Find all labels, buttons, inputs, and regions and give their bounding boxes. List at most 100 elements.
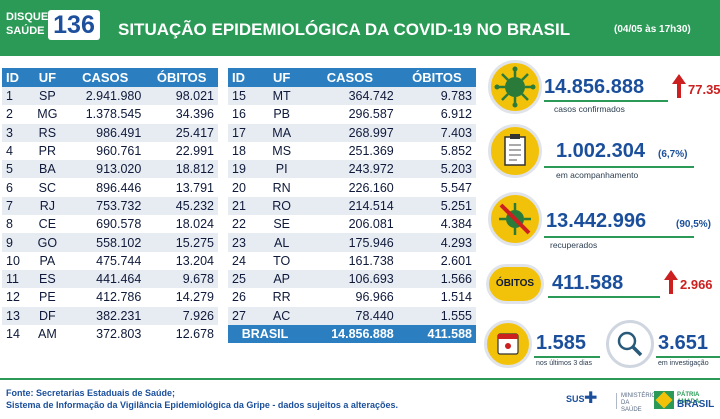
sus-logo: SUS — [566, 394, 585, 404]
row-uf: GO — [29, 233, 66, 252]
row-cases: 206.081 — [302, 215, 398, 234]
row-id: 8 — [2, 215, 30, 234]
footer: Fonte: Secretarias Estaduais de Saúde; S… — [0, 378, 720, 419]
row-deaths: 4.384 — [397, 215, 476, 234]
row-deaths: 1.555 — [397, 306, 476, 325]
row-cases: 106.693 — [302, 269, 398, 289]
states-table-right: ID UF CASOS ÓBITOS 15 MT 364.742 9.783 16 PB 2… — [228, 68, 476, 344]
table-row: 4 PR 960.761 22.991 — [2, 141, 218, 161]
deaths-increase-arrow-icon — [664, 270, 678, 280]
table-row: 27 AC 78.440 1.555 — [228, 306, 476, 325]
row-deaths: 22.991 — [145, 141, 218, 161]
row-id: 17 — [228, 123, 262, 142]
government-logos: SUS ✚ MINISTÉRIO DA SAÚDE PÁTRIA AMADA B… — [566, 386, 716, 416]
table-row: 19 PI 243.972 5.203 — [228, 160, 476, 179]
increase-arrow-icon — [672, 74, 686, 84]
row-id: 4 — [2, 141, 30, 161]
row-cases: 96.966 — [302, 288, 398, 307]
row-cases: 1.378.545 — [65, 105, 146, 124]
table-row: 12 PE 412.786 14.279 — [2, 288, 218, 307]
row-uf: RJ — [29, 196, 66, 216]
row-id: 7 — [2, 196, 30, 216]
table-row: 14 AM 372.803 12.678 — [2, 324, 218, 344]
row-deaths: 6.912 — [397, 105, 476, 124]
row-id: 25 — [228, 269, 262, 289]
row-cases: 226.160 — [302, 178, 398, 197]
row-cases: 296.587 — [302, 105, 398, 124]
row-uf: MT — [261, 87, 302, 106]
row-cases: 986.491 — [65, 123, 146, 142]
table-row: 5 BA 913.020 18.812 — [2, 160, 218, 179]
deaths-badge: ÓBITOS — [486, 264, 544, 304]
table-row: 18 MS 251.369 5.852 — [228, 141, 476, 161]
row-deaths: 12.678 — [145, 324, 218, 344]
stat-monitoring: 1.002.304 (6,7%) em acompanhamento — [484, 122, 720, 184]
table-row: 23 AL 175.946 4.293 — [228, 233, 476, 252]
row-uf: AL — [261, 233, 302, 252]
row-cases: 214.514 — [302, 196, 398, 216]
row-uf: SE — [261, 215, 302, 234]
column-header-id: ID — [228, 68, 262, 87]
stat-confirmed: 14.856.888 casos confirmados 77.35 — [484, 58, 720, 118]
row-cases: 913.020 — [65, 160, 146, 179]
row-id: 16 — [228, 105, 262, 124]
table-row: 15 MT 364.742 9.783 — [228, 87, 476, 106]
table-row: 20 RN 226.160 5.547 — [228, 178, 476, 197]
row-cases: 268.997 — [302, 123, 398, 142]
row-cases: 558.102 — [65, 233, 146, 252]
stat-last-days: 1.585 nos últimos 3 dias — [484, 318, 604, 374]
row-id: 24 — [228, 251, 262, 270]
recovered-percent: (90,5%) — [676, 219, 712, 230]
report-date: (04/05 às 17h30) — [614, 24, 691, 35]
row-id: 23 — [228, 233, 262, 252]
row-id: 12 — [2, 288, 30, 307]
column-header-deaths: ÓBITOS — [145, 68, 218, 87]
magnifier-icon — [606, 320, 654, 368]
last-days-value: 1.585 — [536, 332, 587, 354]
table-row: 25 AP 106.693 1.566 — [228, 269, 476, 289]
table-header-row: ID UF CASOS ÓBITOS — [2, 68, 218, 87]
table-body-right: 15 MT 364.742 9.783 16 PB 296.587 6.912 17 MA 268.… — [228, 87, 476, 325]
monitoring-underline — [544, 166, 694, 168]
row-id: 9 — [2, 233, 30, 252]
brazil-flag-icon — [654, 391, 674, 409]
table-row: 8 CE 690.578 18.024 — [2, 215, 218, 234]
row-id: 14 — [2, 324, 30, 344]
total-deaths: 411.588 — [397, 324, 476, 344]
table-row: 13 DF 382.231 7.926 — [2, 306, 218, 325]
row-id: 3 — [2, 123, 30, 142]
confirmed-label: casos confirmados — [554, 104, 625, 114]
row-uf: RR — [261, 288, 302, 307]
row-uf: MG — [29, 105, 66, 124]
row-uf: AP — [261, 269, 302, 289]
total-label: BRASIL — [228, 324, 302, 344]
row-uf: PB — [261, 105, 302, 124]
sus-cross-icon: ✚ — [584, 390, 598, 407]
patria-amada-text: PÁTRIA AMADA — [677, 392, 700, 405]
recovered-underline — [544, 236, 694, 238]
total-row: BRASIL 14.856.888 411.588 — [228, 324, 476, 344]
row-id: 27 — [228, 306, 262, 325]
footer-source-line1: Fonte: Secretarias Estaduais de Saúde; — [6, 388, 176, 398]
crossed-virus-icon — [488, 192, 542, 246]
logo-number: 136 — [48, 10, 100, 40]
row-deaths: 15.275 — [145, 233, 218, 252]
row-uf: RS — [29, 123, 66, 142]
row-deaths: 98.021 — [145, 87, 218, 106]
table-row: 6 SC 896.446 13.791 — [2, 178, 218, 197]
row-cases: 690.578 — [65, 215, 146, 234]
row-id: 20 — [228, 178, 262, 197]
table-row: 26 RR 96.966 1.514 — [228, 288, 476, 307]
table-row: 7 RJ 753.732 45.232 — [2, 196, 218, 216]
row-deaths: 18.812 — [145, 160, 218, 179]
row-deaths: 34.396 — [145, 105, 218, 124]
row-id: 13 — [2, 306, 30, 325]
disque-saude-logo: DISQUE SAÚDE 136 — [6, 10, 100, 46]
header-banner: DISQUE SAÚDE 136 SITUAÇÃO EPIDEMIOLÓGICA… — [0, 0, 720, 56]
table-header-row: ID UF CASOS ÓBITOS — [228, 68, 476, 87]
row-uf: SP — [29, 87, 66, 106]
row-deaths: 13.204 — [145, 251, 218, 270]
table-body-left: 1 SP 2.941.980 98.021 2 MG 1.378.545 34.396 3 RS 9… — [2, 87, 218, 344]
recovered-value: 13.442.996 — [546, 210, 647, 232]
deaths-underline — [548, 296, 660, 298]
